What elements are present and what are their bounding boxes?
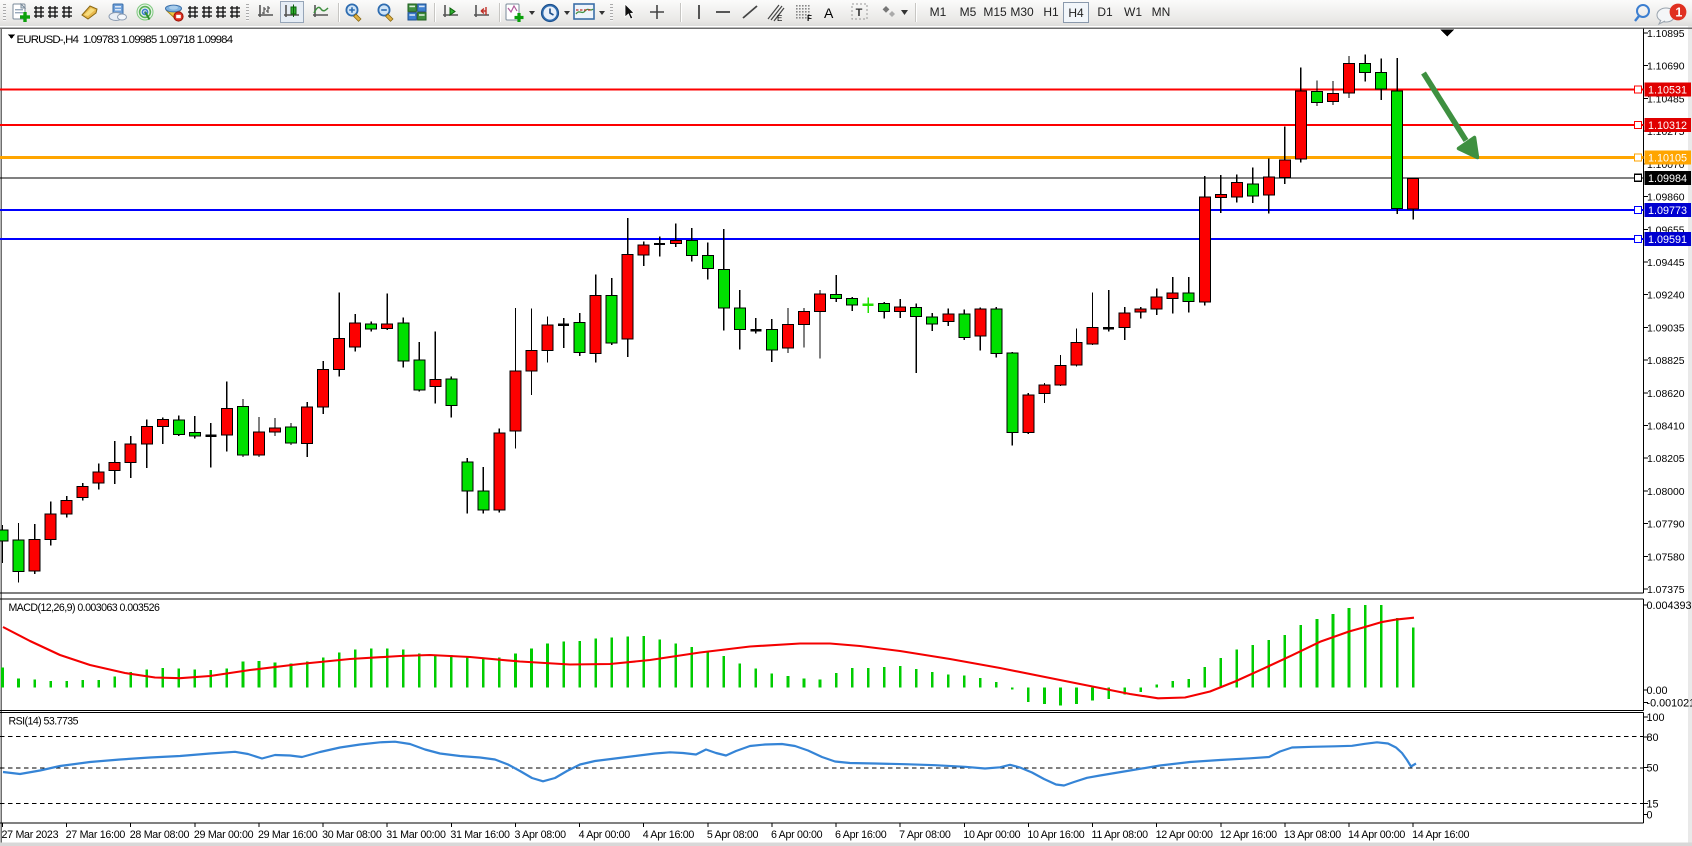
svg-text:80: 80 — [1647, 732, 1659, 744]
svg-text:1.07375: 1.07375 — [1647, 585, 1685, 596]
svg-text:14 Apr 16:00: 14 Apr 16:00 — [1412, 829, 1469, 841]
svg-text:31 Mar 16:00: 31 Mar 16:00 — [450, 829, 510, 841]
svg-text:1.08410: 1.08410 — [1647, 422, 1685, 433]
svg-text:-0.001021: -0.001021 — [1647, 697, 1692, 709]
svg-text:6 Apr 00:00: 6 Apr 00:00 — [771, 829, 823, 841]
svg-text:0.00: 0.00 — [1647, 685, 1668, 697]
svg-text:1.08620: 1.08620 — [1647, 389, 1685, 400]
svg-text:E: E — [777, 14, 782, 22]
svg-text:5 Apr 08:00: 5 Apr 08:00 — [707, 829, 759, 841]
svg-text:15: 15 — [1647, 799, 1659, 811]
svg-text:3 Apr 08:00: 3 Apr 08:00 — [514, 829, 566, 841]
svg-text:1.09445: 1.09445 — [1647, 258, 1685, 269]
svg-text:13 Apr 08:00: 13 Apr 08:00 — [1284, 829, 1341, 841]
svg-text:29 Mar 16:00: 29 Mar 16:00 — [258, 829, 318, 841]
svg-text:1.10070: 1.10070 — [1647, 160, 1685, 171]
svg-text:30 Mar 08:00: 30 Mar 08:00 — [322, 829, 382, 841]
svg-text:1.10531: 1.10531 — [1648, 85, 1687, 97]
svg-text:1.09035: 1.09035 — [1647, 323, 1685, 334]
svg-text:10 Apr 16:00: 10 Apr 16:00 — [1027, 829, 1084, 841]
svg-text:1.10275: 1.10275 — [1647, 127, 1685, 138]
svg-text:1.09984: 1.09984 — [1648, 173, 1687, 185]
svg-text:100: 100 — [1647, 712, 1665, 724]
svg-text:F: F — [807, 14, 812, 22]
svg-text:31 Mar 00:00: 31 Mar 00:00 — [386, 829, 446, 841]
svg-text:27 Mar 16:00: 27 Mar 16:00 — [66, 829, 126, 841]
svg-text:1.10312: 1.10312 — [1648, 120, 1687, 132]
svg-text:27 Mar 2023: 27 Mar 2023 — [2, 829, 59, 841]
svg-text:1.10690: 1.10690 — [1647, 62, 1685, 73]
svg-text:1.09773: 1.09773 — [1648, 205, 1687, 217]
svg-text:4 Apr 00:00: 4 Apr 00:00 — [579, 829, 631, 841]
svg-text:1.09591: 1.09591 — [1648, 234, 1687, 246]
svg-text:1.07580: 1.07580 — [1647, 552, 1685, 563]
svg-text:0.004393: 0.004393 — [1647, 600, 1692, 612]
svg-text:10 Apr 00:00: 10 Apr 00:00 — [963, 829, 1020, 841]
svg-text:EURUSD-,H4 1.09783 1.09985 1.: EURUSD-,H4 1.09783 1.09985 1.09718 1.099… — [17, 34, 233, 46]
svg-text:1.10895: 1.10895 — [1647, 29, 1685, 40]
svg-text:MACD(12,26,9) 0.003063 0.00352: MACD(12,26,9) 0.003063 0.003526 — [9, 602, 160, 614]
svg-text:1.08000: 1.08000 — [1647, 487, 1685, 498]
svg-text:29 Mar 00:00: 29 Mar 00:00 — [194, 829, 254, 841]
svg-text:14 Apr 00:00: 14 Apr 00:00 — [1348, 829, 1405, 841]
svg-text:T: T — [856, 7, 863, 19]
svg-text:28 Mar 08:00: 28 Mar 08:00 — [130, 829, 190, 841]
svg-text:1.09655: 1.09655 — [1647, 225, 1685, 236]
svg-text:1.07790: 1.07790 — [1647, 520, 1685, 531]
svg-text:1.08205: 1.08205 — [1647, 454, 1685, 465]
svg-text:6 Apr 16:00: 6 Apr 16:00 — [835, 829, 887, 841]
svg-text:12 Apr 16:00: 12 Apr 16:00 — [1220, 829, 1277, 841]
svg-text:1: 1 — [1675, 5, 1682, 19]
svg-text:1.09240: 1.09240 — [1647, 291, 1685, 302]
svg-text:1.10105: 1.10105 — [1648, 153, 1687, 165]
svg-text:1.08825: 1.08825 — [1647, 356, 1685, 367]
svg-text:4 Apr 16:00: 4 Apr 16:00 — [643, 829, 695, 841]
svg-text:RSI(14) 53.7735: RSI(14) 53.7735 — [9, 716, 79, 728]
svg-text:0: 0 — [1647, 810, 1653, 822]
svg-text:1.10485: 1.10485 — [1647, 94, 1685, 105]
svg-text:50: 50 — [1647, 763, 1659, 775]
svg-text:11 Apr 08:00: 11 Apr 08:00 — [1092, 829, 1149, 841]
svg-text:1.09860: 1.09860 — [1647, 193, 1685, 204]
svg-text:7 Apr 08:00: 7 Apr 08:00 — [899, 829, 951, 841]
svg-text:12 Apr 00:00: 12 Apr 00:00 — [1156, 829, 1213, 841]
